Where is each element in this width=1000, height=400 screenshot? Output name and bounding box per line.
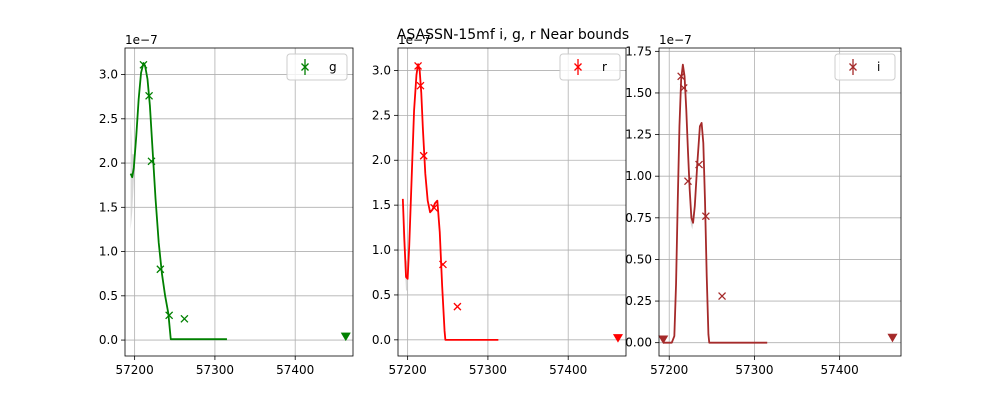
y-tick-label: 3.0 — [372, 63, 391, 77]
y-tick-label: 3.0 — [99, 68, 118, 82]
data-point — [165, 311, 174, 320]
legend: r — [559, 53, 621, 81]
x-tick-label: 57300 — [735, 363, 773, 377]
data-point — [147, 157, 156, 166]
panel-i: 57200 57300 57400 0.00 0.25 0.50 0.75 1.00 1.25 1… — [625, 33, 902, 377]
y-tick-label: 0.5 — [372, 288, 391, 302]
data-point — [416, 81, 425, 90]
x-tick-label: 57200 — [116, 363, 154, 377]
x-tick-label: 57200 — [389, 363, 427, 377]
upper-limit-marker — [887, 333, 898, 343]
data-point — [156, 265, 165, 274]
y-tick-label: 2.0 — [99, 156, 118, 170]
data-point — [695, 160, 704, 169]
data-point — [453, 302, 462, 311]
data-point — [145, 91, 154, 100]
y-tick-label: 1.50 — [625, 86, 652, 100]
data-point — [684, 177, 692, 186]
data-point — [180, 314, 189, 323]
offset-label: 1e−7 — [398, 33, 431, 47]
y-tick-label: 0.25 — [625, 294, 652, 308]
data-point — [430, 203, 439, 212]
data-point — [438, 260, 447, 269]
y-tick-label: 1.5 — [372, 198, 391, 212]
legend-label: r — [602, 60, 607, 74]
offset-label: 1e−7 — [125, 33, 158, 47]
axes-frame — [658, 47, 902, 357]
legend-label: g — [329, 60, 337, 74]
y-tick-label: 2.0 — [372, 153, 391, 167]
y-tick-label: 1.5 — [99, 200, 118, 214]
data-point — [139, 60, 148, 69]
y-tick-label: 1.0 — [372, 243, 391, 257]
x-tick-label: 57400 — [821, 363, 859, 377]
legend: i — [834, 53, 896, 81]
y-tick-label: 0.50 — [625, 252, 652, 266]
data-point — [701, 212, 710, 221]
x-tick-label: 57400 — [276, 363, 314, 377]
upper-limit-marker — [340, 332, 351, 342]
y-tick-label: 1.75 — [625, 44, 652, 58]
y-tick-label: 0.0 — [99, 333, 118, 347]
model-line — [663, 63, 768, 344]
y-tick-label: 2.5 — [372, 108, 391, 122]
axes-frame — [124, 47, 354, 357]
plot-area — [129, 60, 227, 341]
y-tick-label: 0.0 — [372, 333, 391, 347]
x-tick-label: 57400 — [549, 363, 587, 377]
y-tick-label: 1.0 — [99, 245, 118, 259]
grid — [659, 48, 901, 356]
model-line — [129, 62, 227, 341]
y-tick-label: 0.5 — [99, 289, 118, 303]
legend-marker — [849, 59, 857, 75]
figure-title: ASASSN-15mf i, g, r Near bounds — [397, 27, 629, 43]
offset-label: 1e−7 — [659, 33, 692, 47]
data-point — [414, 61, 423, 70]
y-tick-label: 2.5 — [99, 112, 118, 126]
legend-marker — [301, 59, 309, 75]
y-tick-label: 1.00 — [625, 169, 652, 183]
legend: g — [286, 53, 348, 81]
legend-marker — [574, 59, 582, 75]
upper-limit-marker — [658, 335, 669, 344]
y-tick-label: 1.25 — [625, 128, 652, 142]
y-tick-label: 0.75 — [625, 211, 652, 225]
x-tick-label: 57300 — [469, 363, 507, 377]
axes-frame — [397, 47, 627, 357]
plot-area — [401, 61, 499, 341]
y-tick-label: 0.00 — [625, 336, 652, 350]
upper-limit-marker — [612, 334, 623, 343]
data-point — [677, 72, 686, 81]
x-tick-label: 57200 — [650, 363, 688, 377]
panel-g: 57200 57300 57400 0.0 0.5 1.0 1.5 2.0 2.5 3.0 1e−7… — [99, 33, 354, 377]
legend-label: i — [877, 60, 880, 74]
data-point — [718, 292, 727, 301]
model-line — [401, 63, 499, 341]
panel-r: 57200 57300 57400 0.0 0.5 1.0 1.5 2.0 2.5 3.0 1e−7… — [372, 33, 627, 377]
data-point — [419, 151, 428, 160]
x-tick-label: 57300 — [196, 363, 234, 377]
plot-area — [663, 63, 768, 344]
data-point — [679, 83, 688, 92]
